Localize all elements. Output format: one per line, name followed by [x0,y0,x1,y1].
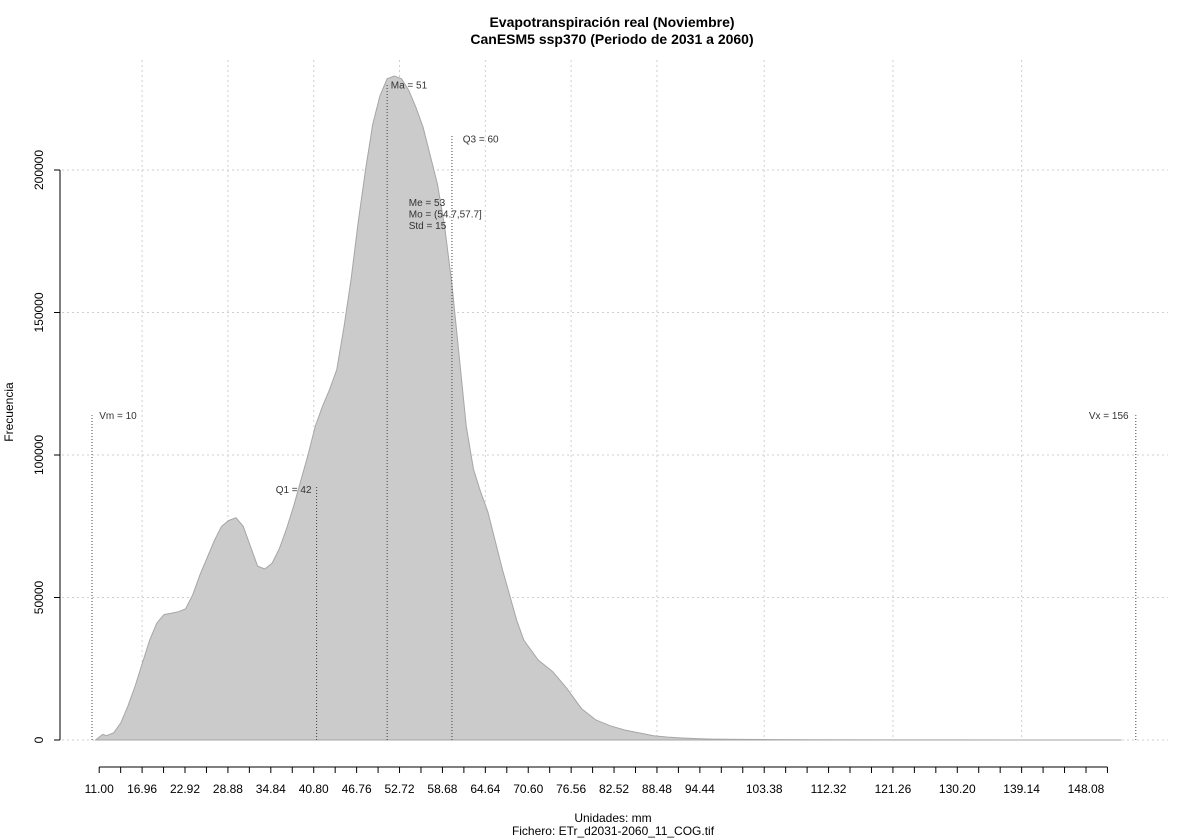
chart-subtitle: CanESM5 ssp370 (Periodo de 2031 a 2060) [470,31,753,47]
y-tick-label: 200000 [32,150,46,190]
x-tick-label: 46.76 [342,782,372,796]
marker-label: Vm = 10 [99,411,137,422]
stat-label: Mo = (54.7,57.7] [409,210,482,221]
marker-label: Q3 = 60 [463,135,499,146]
x-tick-label: 121.26 [875,782,912,796]
x-tick-label: 112.32 [811,782,847,796]
x-tick-label: 11.00 [85,782,114,796]
x-tick-label: 139.14 [1003,782,1040,796]
x-tick-label: 40.80 [299,782,329,796]
markers: Vm = 10 Q1 = 42 Ma = 51 Q3 = 60 Vx = 156 [91,81,1137,740]
area-layer [94,75,1122,741]
stat-label: Std = 15 [409,221,447,232]
x-tick-label: 103.38 [746,782,783,796]
x-tick-label: 64.64 [470,782,500,796]
marker-label: Ma = 51 [391,81,428,92]
x-tick-label: 70.60 [513,782,543,796]
x-axis: 11.00 16.96 22.92 28.88 34.84 40.80 46.76 52.72… [85,766,1108,796]
x-tick-label: 82.52 [599,782,629,796]
y-axis: 0 50000 100000 150000 200000 [32,150,61,743]
stat-label: Me = 53 [409,198,446,209]
chart-title: Evapotranspiración real (Noviembre) [489,14,734,30]
x-tick-label: 16.96 [127,782,157,796]
x-tick-label: 52.72 [385,782,415,796]
x-tick-label: 130.20 [939,782,976,796]
x-tick-label: 34.84 [256,782,286,796]
x-axis-label: Unidades: mm [574,811,651,825]
marker-label: Q1 = 42 [276,485,312,496]
x-tick-label: 22.92 [170,782,200,796]
footer-filename: Fichero: ETr_d2031-2060_11_COG.tif [512,824,715,838]
y-tick-label: 150000 [32,292,46,332]
x-tick-label: 76.56 [556,782,586,796]
x-tick-label: 94.44 [685,782,715,796]
y-tick-label: 100000 [32,435,46,475]
x-tick-label: 58.68 [427,782,457,796]
y-tick-label: 50000 [32,580,46,614]
marker-label: Vx = 156 [1089,411,1129,422]
y-axis-label: Frecuencia [2,382,16,442]
y-tick-label: 0 [32,736,46,743]
x-tick-label: 28.88 [213,782,243,796]
x-tick-label: 148.08 [1068,782,1105,796]
x-tick-label: 88.48 [642,782,672,796]
density-area [94,75,1122,741]
